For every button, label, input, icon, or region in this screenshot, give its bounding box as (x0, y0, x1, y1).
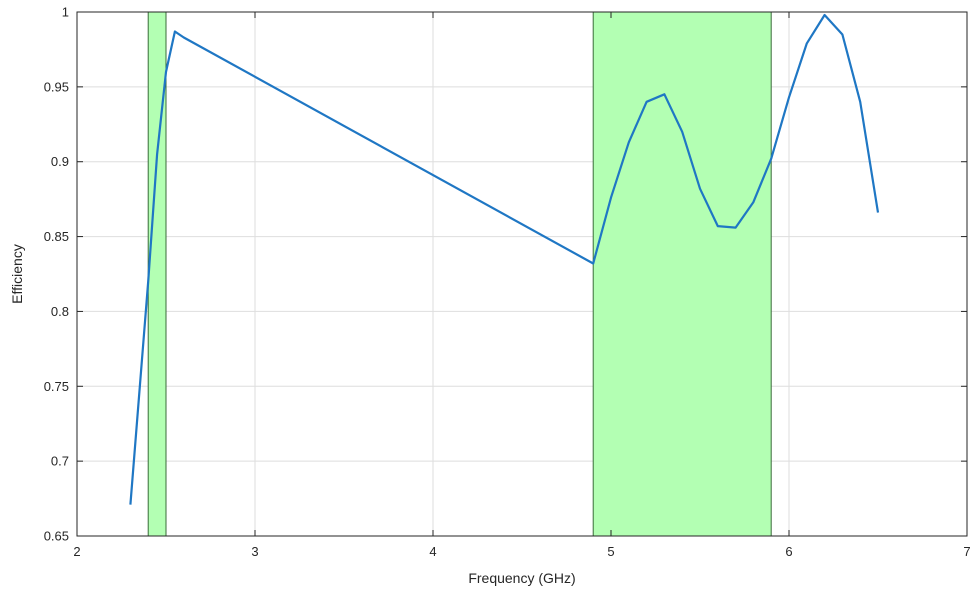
x-axis-ticks: 2 3 4 5 6 7 (73, 12, 971, 559)
y-axis-ticks: 0.65 0.7 0.75 0.8 0.85 0.9 0.95 1 (44, 5, 967, 544)
y-tick-label: 0.8 (51, 304, 69, 319)
frequency-bands (147, 11, 772, 537)
x-tick-label: 6 (785, 544, 792, 559)
y-tick-label: 0.75 (44, 379, 69, 394)
plot-background (77, 12, 967, 536)
y-tick-label: 1 (62, 5, 69, 20)
y-tick-label: 0.9 (51, 154, 69, 169)
x-axis-label: Frequency (GHz) (468, 570, 575, 586)
x-tick-label: 5 (607, 544, 614, 559)
frequency-band (592, 11, 772, 537)
y-tick-label: 0.7 (51, 454, 69, 469)
x-tick-label: 4 (429, 544, 436, 559)
x-tick-label: 3 (251, 544, 258, 559)
x-tick-label: 7 (963, 544, 970, 559)
y-axis-label: Efficiency (9, 244, 25, 304)
efficiency-series (129, 13, 880, 505)
series-line (129, 13, 880, 505)
y-tick-label: 0.65 (44, 529, 69, 544)
plot-frame (76, 11, 968, 537)
x-tick-label: 2 (73, 544, 80, 559)
y-tick-label: 0.95 (44, 79, 69, 94)
y-tick-label: 0.85 (44, 229, 69, 244)
